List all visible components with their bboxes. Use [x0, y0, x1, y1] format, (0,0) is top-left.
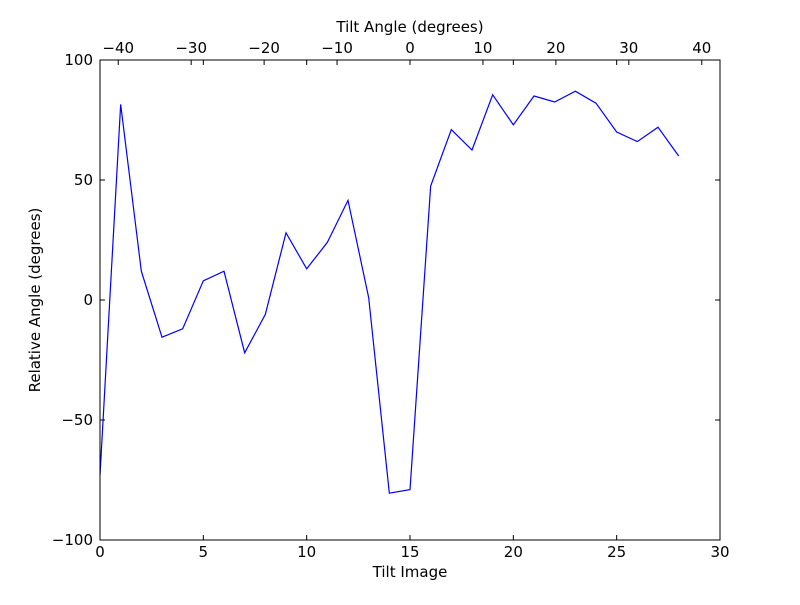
y-tick-label: 100 [64, 51, 93, 69]
x-tick-label: 15 [400, 543, 419, 561]
y-tick-label: 50 [74, 171, 93, 189]
series-layer [99, 90, 680, 494]
y-tick-label: −100 [52, 531, 93, 549]
top-x-axis-label: Tilt Angle (degrees) [335, 18, 483, 36]
x-tick-label: 20 [504, 543, 523, 561]
y-tick-label: −50 [61, 411, 93, 429]
top-x-tick-label: −20 [248, 39, 280, 57]
top-x-tick-label: 40 [692, 39, 711, 57]
x-tick-label: 5 [199, 543, 209, 561]
x-tick-label: 10 [297, 543, 316, 561]
x-tick-label: 30 [710, 543, 729, 561]
top-x-tick-label: 20 [546, 39, 565, 57]
top-x-tick-label: 0 [405, 39, 415, 57]
y-axis-label: Relative Angle (degrees) [26, 208, 44, 393]
top-x-tick-label: −10 [321, 39, 353, 57]
series-line-0 [99, 90, 680, 494]
top-x-tick-label: −30 [175, 39, 207, 57]
x-axis-label: Tilt Image [372, 563, 448, 581]
top-x-tick-label: 30 [619, 39, 638, 57]
x-tick-label: 25 [607, 543, 626, 561]
top-x-tick-label: 10 [473, 39, 492, 57]
top-x-tick-label: −40 [102, 39, 134, 57]
plot-area [100, 60, 720, 540]
y-tick-label: 0 [83, 291, 93, 309]
plot-background [100, 60, 720, 540]
x-tick-label: 0 [95, 543, 105, 561]
